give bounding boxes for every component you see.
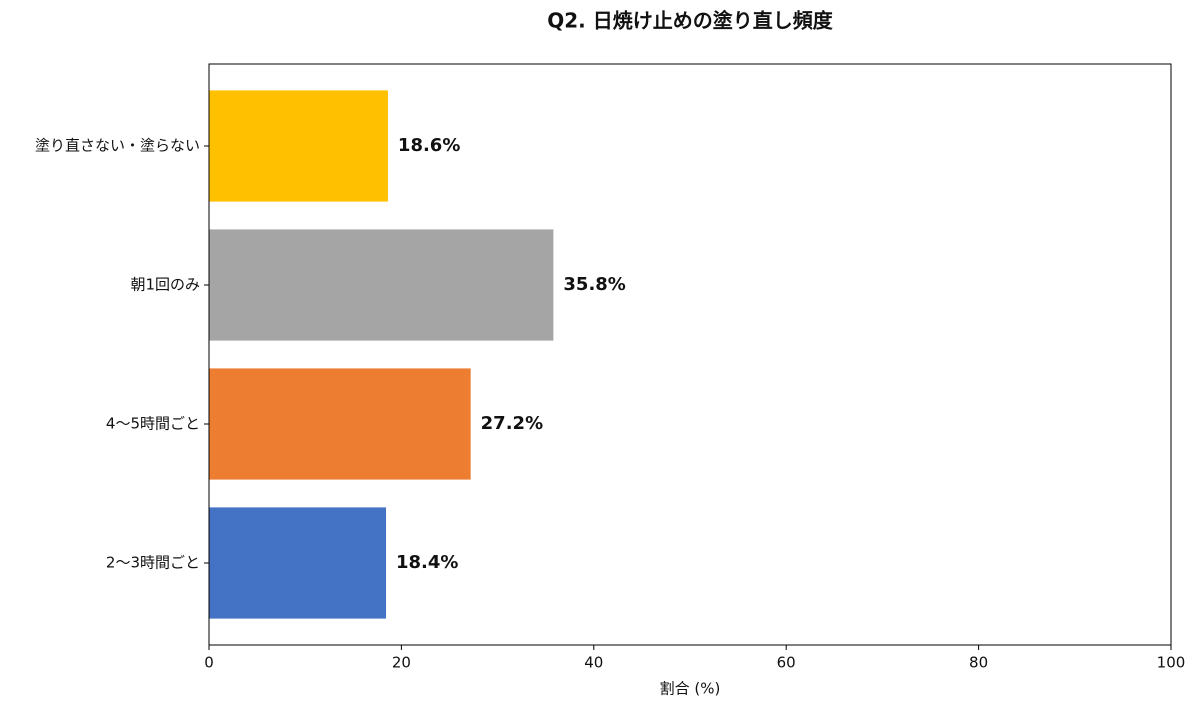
y-tick-label: 2〜3時間ごと <box>106 553 200 571</box>
x-axis-label: 割合 (%) <box>660 680 721 698</box>
x-tick-label: 40 <box>584 654 603 672</box>
x-tick-label: 80 <box>969 654 988 672</box>
x-tick-label: 100 <box>1157 654 1186 672</box>
chart-title: Q2. 日焼け止めの塗り直し頻度 <box>547 9 833 33</box>
value-label: 18.6% <box>398 135 460 156</box>
x-tick-label: 0 <box>204 654 214 672</box>
value-label: 18.4% <box>396 552 458 573</box>
bar <box>209 229 554 341</box>
value-label: 35.8% <box>563 274 625 295</box>
bar <box>209 368 471 480</box>
bar <box>209 507 387 619</box>
y-tick-label: 朝1回のみ <box>130 276 200 294</box>
plot-frame <box>208 63 1172 646</box>
y-tick-label: 塗り直さない・塗らない <box>35 137 200 155</box>
x-tick-label: 20 <box>392 654 411 672</box>
value-label: 27.2% <box>481 413 543 434</box>
bar <box>209 90 388 202</box>
x-tick-label: 60 <box>777 654 796 672</box>
y-tick-label: 4〜5時間ごと <box>106 414 200 432</box>
